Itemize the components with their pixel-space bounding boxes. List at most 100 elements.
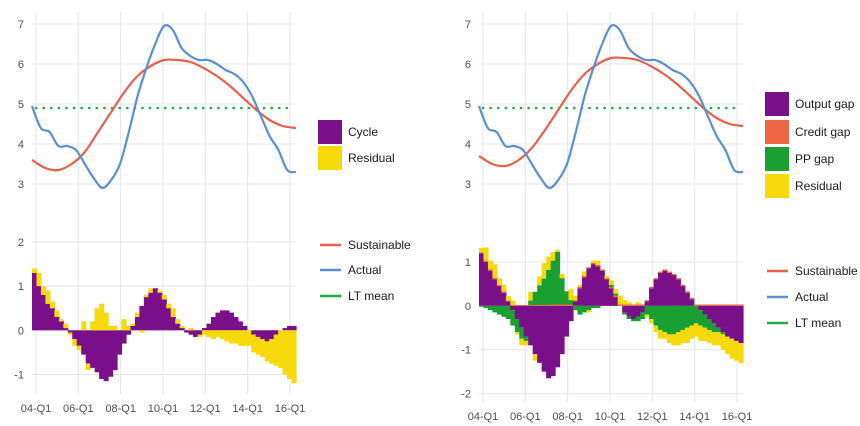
x-tick-label: 08-Q1 bbox=[552, 411, 583, 423]
bar-pp_gap bbox=[541, 278, 547, 305]
bar-residual bbox=[595, 260, 601, 266]
bar-pp_gap bbox=[666, 305, 672, 335]
bar-residual bbox=[649, 319, 655, 324]
bar-residual bbox=[224, 330, 230, 342]
bar-credit_gap bbox=[675, 278, 681, 280]
bar-credit_gap bbox=[541, 304, 547, 306]
bar-residual bbox=[134, 312, 140, 318]
bar-residual bbox=[604, 275, 610, 279]
legend-label-residual: Residual bbox=[348, 151, 395, 165]
bar-credit_gap bbox=[595, 265, 601, 267]
bar-residual bbox=[282, 330, 288, 375]
bar-pp_gap bbox=[523, 336, 529, 341]
bar-pp_gap bbox=[590, 305, 596, 309]
bar-cycle bbox=[112, 330, 118, 371]
bar-output_gap bbox=[671, 275, 677, 306]
bar-output_gap bbox=[595, 266, 601, 306]
bar-residual bbox=[707, 329, 713, 344]
bar-pp_gap bbox=[514, 319, 520, 333]
bar-output_gap bbox=[541, 305, 547, 372]
bar-residual bbox=[125, 325, 132, 331]
bar-credit_gap bbox=[514, 304, 520, 306]
bar-credit_gap bbox=[496, 284, 502, 287]
right-gap-bars bbox=[479, 247, 744, 379]
bar-output_gap bbox=[555, 305, 561, 368]
bar-output_gap bbox=[492, 279, 498, 306]
bar-pp_gap bbox=[707, 319, 713, 330]
bar-cycle bbox=[99, 330, 105, 379]
bar-residual bbox=[202, 330, 208, 335]
bar-output_gap bbox=[680, 286, 686, 306]
bar-credit_gap bbox=[666, 271, 672, 273]
bar-output_gap bbox=[613, 297, 619, 306]
bar-output_gap bbox=[514, 305, 520, 319]
bar-residual bbox=[514, 332, 520, 335]
x-tick-label: 16-Q1 bbox=[722, 411, 753, 423]
y-tick-label: 5 bbox=[18, 99, 24, 111]
bar-output_gap bbox=[505, 301, 511, 306]
y-tick-label: 0 bbox=[18, 325, 24, 337]
bar-pp_gap bbox=[577, 305, 583, 315]
bar-cycle bbox=[282, 328, 288, 331]
y-tick-label: 4 bbox=[18, 139, 24, 151]
right-legend-bottom: Sustainable Actual LT mean bbox=[767, 264, 858, 330]
bar-cycle bbox=[54, 317, 60, 331]
bar-credit_gap bbox=[613, 295, 619, 298]
bar-output_gap bbox=[711, 305, 717, 324]
bar-pp_gap bbox=[546, 269, 552, 305]
bar-pp_gap bbox=[711, 323, 717, 333]
bar-credit_gap bbox=[532, 304, 538, 306]
bar-residual bbox=[170, 308, 176, 318]
bar-cycle bbox=[255, 330, 261, 337]
bar-residual bbox=[130, 323, 136, 326]
bar-residual bbox=[662, 332, 668, 339]
bar-credit_gap bbox=[653, 278, 659, 280]
bar-residual bbox=[94, 308, 100, 331]
bar-credit_gap bbox=[729, 304, 735, 306]
bar-cycle bbox=[139, 305, 145, 331]
bar-credit_gap bbox=[626, 304, 632, 306]
bar-residual bbox=[523, 340, 529, 346]
bar-residual bbox=[99, 303, 105, 331]
bar-residual bbox=[67, 332, 73, 335]
bar-pp_gap bbox=[537, 285, 543, 305]
bar-cycle bbox=[67, 330, 73, 333]
bar-residual bbox=[175, 319, 181, 324]
x-tick-label: 12-Q1 bbox=[637, 411, 668, 423]
bar-cycle bbox=[36, 286, 42, 331]
bar-pp_gap bbox=[693, 305, 699, 324]
bar-cycle bbox=[49, 308, 55, 331]
bar-credit_gap bbox=[564, 304, 570, 306]
bar-cycle bbox=[228, 312, 234, 331]
bar-cycle bbox=[264, 330, 270, 342]
bar-residual bbox=[90, 321, 96, 331]
bar-output_gap bbox=[734, 305, 740, 341]
bar-pp_gap bbox=[662, 305, 668, 333]
bar-output_gap bbox=[689, 299, 695, 306]
bar-pp_gap bbox=[496, 305, 502, 315]
bar-residual bbox=[237, 330, 243, 346]
legend-swatch-residual bbox=[765, 174, 789, 198]
bar-pp_gap bbox=[671, 305, 677, 335]
bar-cycle bbox=[76, 330, 82, 346]
right-legend-top: Output gap Credit gap PP gap Residual bbox=[765, 92, 855, 198]
bar-credit_gap bbox=[501, 291, 507, 293]
bar-cycle bbox=[130, 325, 136, 331]
bar-cycle bbox=[152, 288, 158, 331]
bar-credit_gap bbox=[550, 304, 556, 306]
bar-residual bbox=[63, 323, 69, 329]
bar-output_gap bbox=[479, 253, 485, 306]
bar-output_gap bbox=[496, 286, 502, 306]
bar-residual bbox=[273, 334, 279, 366]
bar-credit_gap bbox=[684, 291, 690, 293]
left-legend-bottom: Sustainable Actual LT mean bbox=[320, 238, 411, 303]
bar-output_gap bbox=[738, 305, 744, 344]
x-tick-label: 14-Q1 bbox=[679, 411, 710, 423]
y-tick-label: 6 bbox=[465, 59, 471, 71]
bar-residual bbox=[210, 330, 217, 340]
bar-output_gap bbox=[586, 268, 592, 306]
legend-label-output-gap: Output gap bbox=[795, 97, 855, 111]
bar-residual bbox=[590, 260, 596, 263]
bar-residual bbox=[496, 278, 502, 285]
y-tick-label: -1 bbox=[14, 370, 24, 382]
